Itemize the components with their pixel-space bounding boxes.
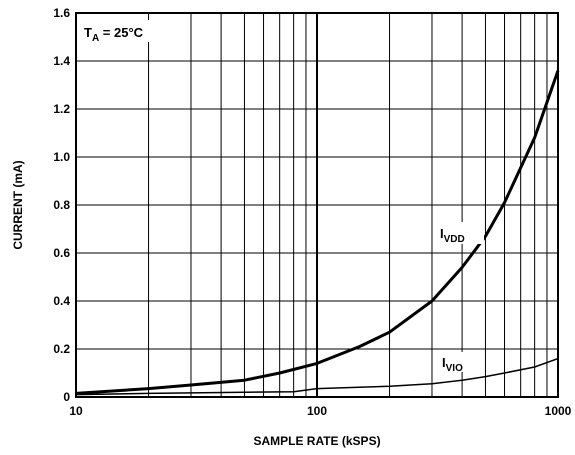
grid (76, 13, 558, 397)
y-tick-label: 0.2 (53, 342, 70, 356)
condition-label: TA = 25°C (84, 25, 144, 44)
x-tick-label: 10 (69, 404, 83, 418)
y-tick-label: 0.6 (53, 246, 70, 260)
series-label-vdd-main: I (440, 226, 444, 241)
condition-value: = 25°C (99, 25, 143, 40)
condition-label-background (80, 20, 160, 42)
series-label-vio-main: I (442, 355, 446, 370)
y-tick-label: 1.4 (53, 54, 70, 68)
condition-subscript: A (92, 33, 99, 44)
x-tick-label: 1000 (545, 404, 572, 418)
condition-symbol: T (84, 25, 92, 40)
x-tick-label: 100 (307, 404, 327, 418)
y-tick-label: 1.6 (53, 6, 70, 20)
series-lines (75, 70, 560, 396)
y-tick-label: 0.4 (53, 294, 70, 308)
y-axis-title: CURRENT (mA) (11, 160, 25, 249)
series-line-ivio (75, 357, 559, 396)
y-tick-label: 0.8 (53, 198, 70, 212)
tick-labels: 0 0.2 0.4 0.6 0.8 1.0 1.2 1.4 1.6 10 100 1000 (53, 6, 571, 418)
x-axis-title: SAMPLE RATE (kSPS) (253, 434, 380, 448)
series-line-ivdd (75, 70, 560, 395)
series-label-vio: IVIO (442, 355, 463, 374)
series-label-vdd-background (438, 222, 484, 244)
y-tick-label: 0 (63, 390, 70, 404)
y-tick-label: 1.2 (53, 102, 70, 116)
series-label-vdd: IVDD (440, 226, 465, 245)
series-label-vio-subscript: VIO (446, 363, 463, 374)
y-tick-label: 1.0 (53, 150, 70, 164)
series-label-vdd-subscript: VDD (444, 234, 465, 245)
series-label-vio-background (440, 352, 476, 372)
plot-frame (75, 12, 559, 398)
